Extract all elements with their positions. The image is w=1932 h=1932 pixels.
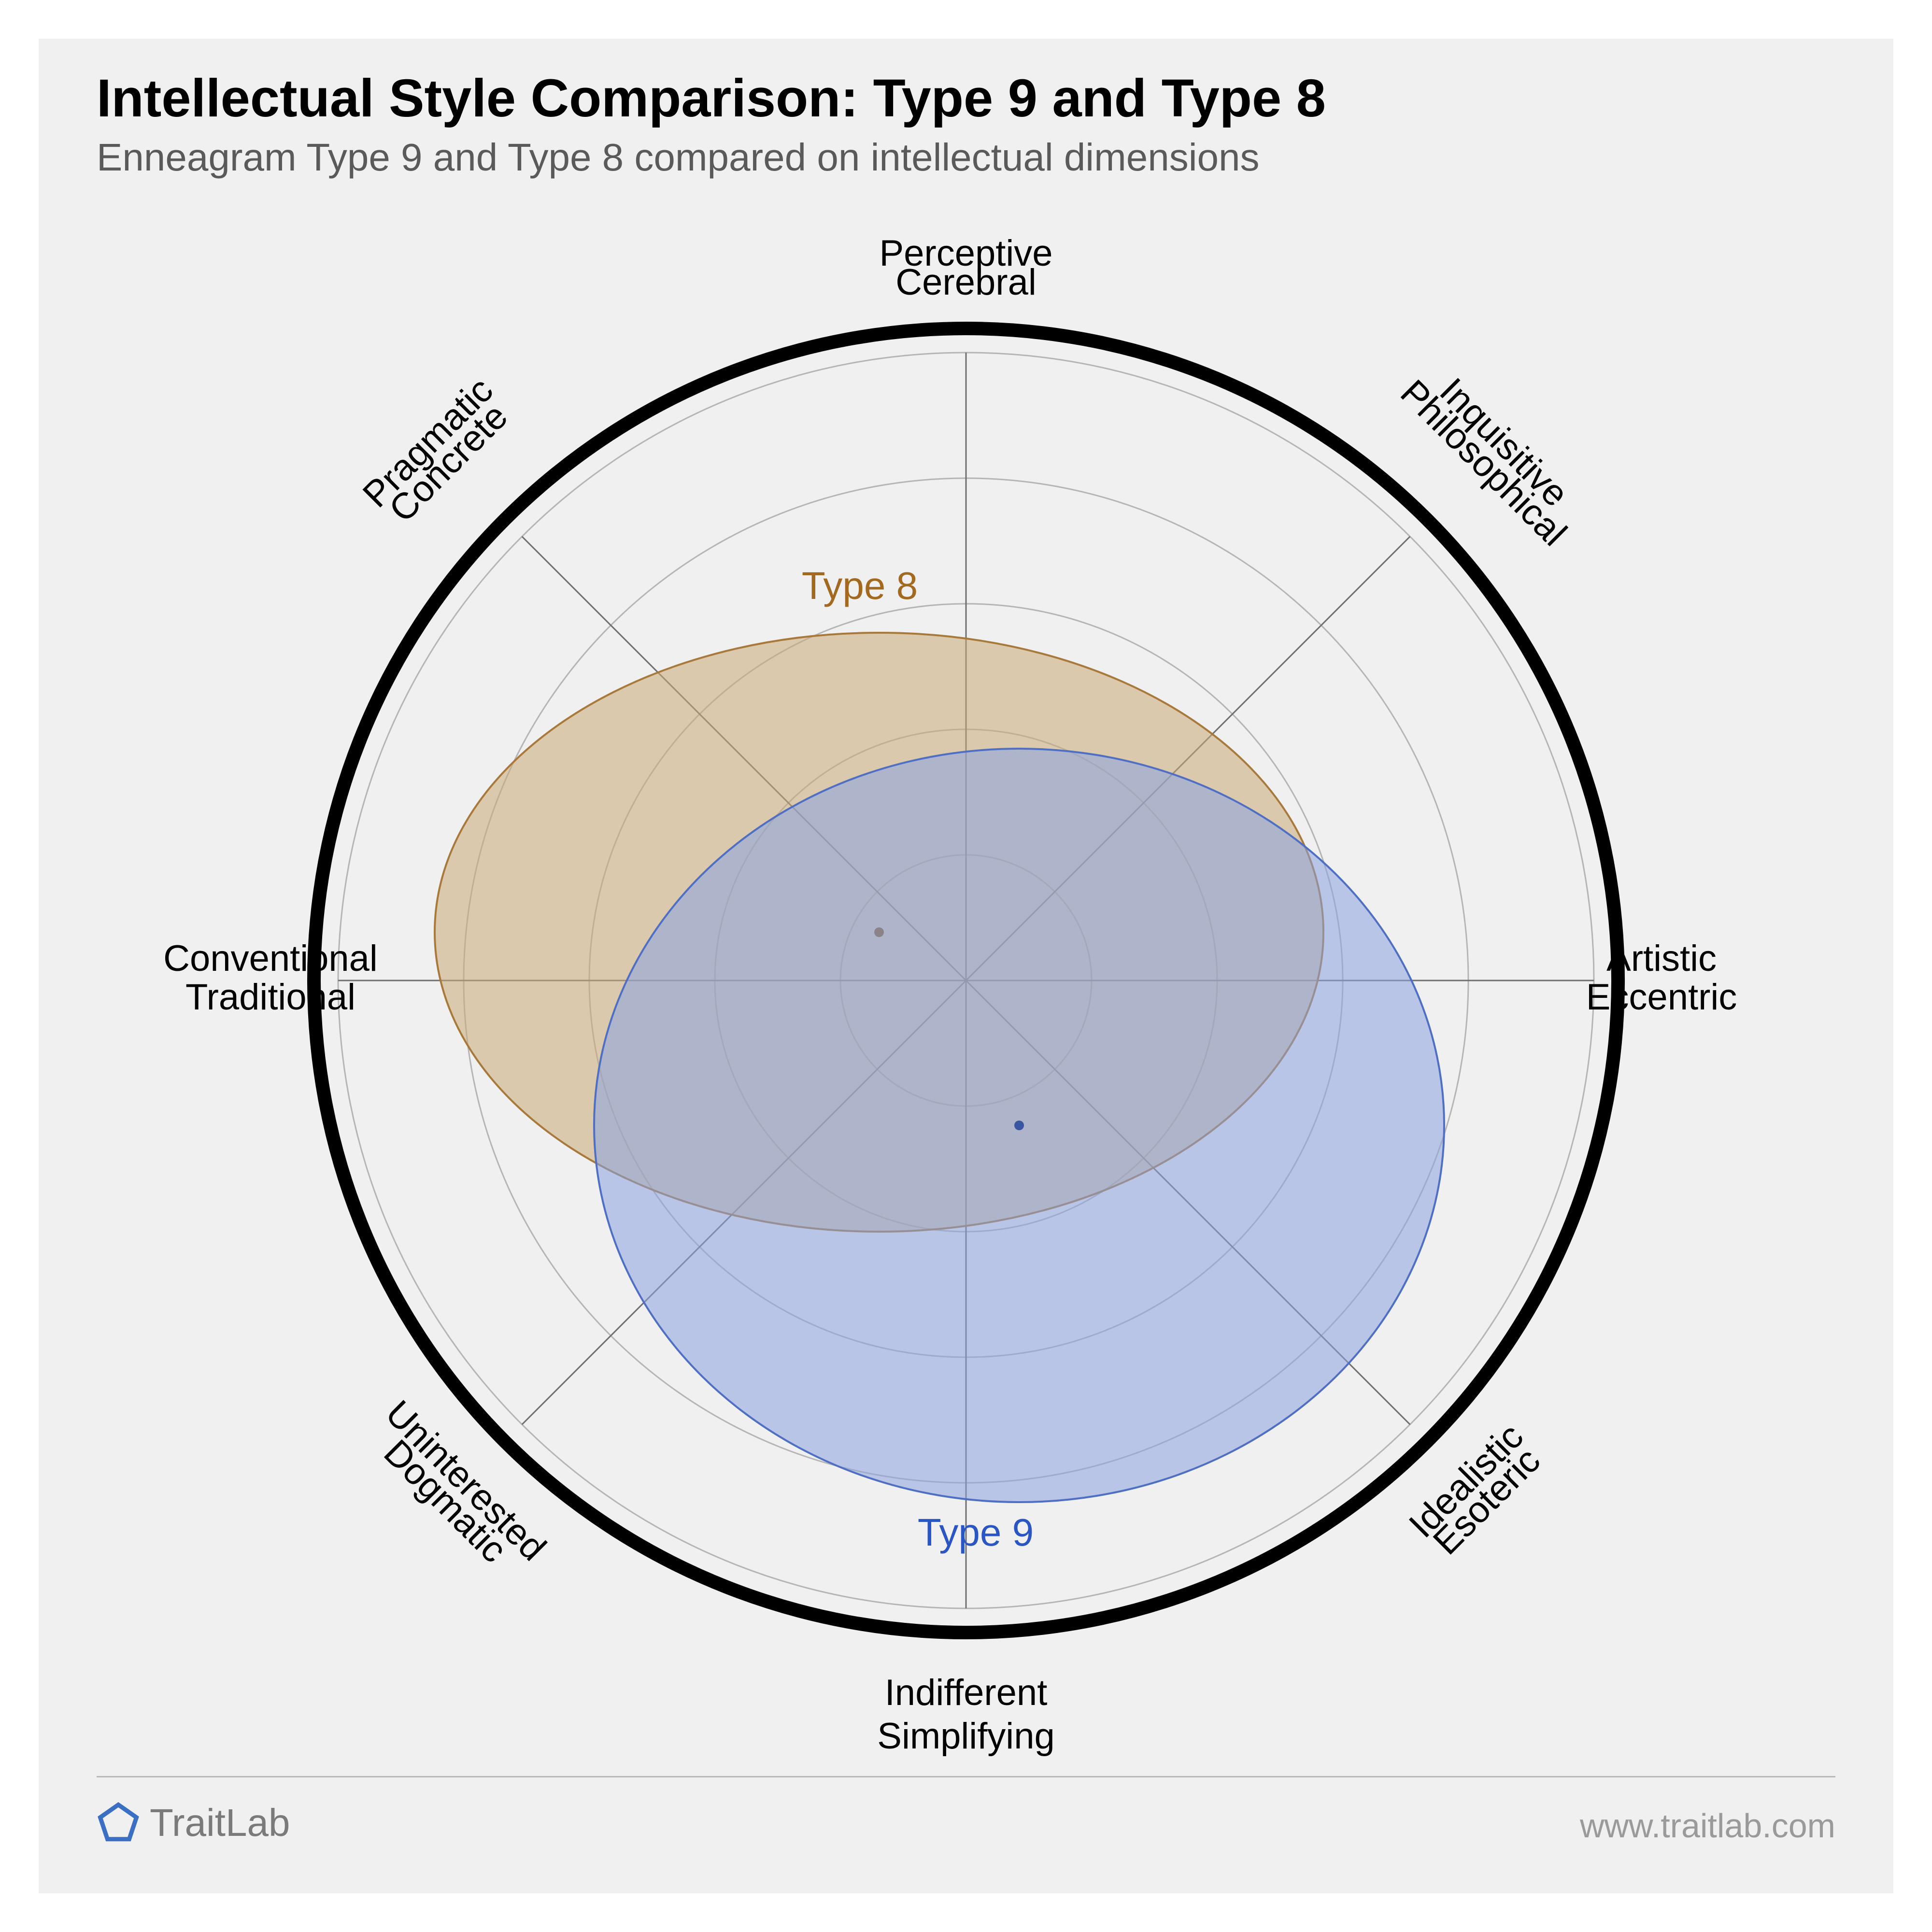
axis-label: IndifferentSimplifying [877, 1672, 1054, 1757]
svg-text:Artistic: Artistic [1606, 938, 1717, 979]
svg-text:Cerebral: Cerebral [895, 262, 1036, 303]
brand-logo-icon [97, 1801, 140, 1845]
axis-label: PragmaticConcrete [355, 369, 521, 536]
svg-text:Traditional: Traditional [185, 977, 355, 1018]
radar-chart: Type 8Type 9PerceptiveCerebralInquisitiv… [39, 39, 1893, 1893]
chart-panel: Intellectual Style Comparison: Type 9 an… [39, 39, 1893, 1893]
series-center-dot [1014, 1121, 1024, 1130]
footer-divider [97, 1776, 1835, 1777]
series-label: Type 9 [918, 1511, 1034, 1554]
footer-brand: TraitLab [97, 1801, 290, 1845]
series-label: Type 8 [802, 564, 918, 607]
svg-text:Eccentric: Eccentric [1586, 977, 1737, 1018]
axis-label: ConventionalTraditional [163, 938, 378, 1018]
axis-label: ArtisticEccentric [1586, 938, 1737, 1018]
svg-text:Simplifying: Simplifying [877, 1716, 1054, 1757]
axis-label: PerceptiveCerebral [879, 233, 1052, 303]
svg-text:Indifferent: Indifferent [885, 1672, 1048, 1713]
brand-name: TraitLab [150, 1801, 290, 1845]
footer-url: www.traitlab.com [1580, 1806, 1835, 1845]
page: Intellectual Style Comparison: Type 9 an… [0, 0, 1932, 1932]
svg-text:Conventional: Conventional [163, 938, 378, 979]
